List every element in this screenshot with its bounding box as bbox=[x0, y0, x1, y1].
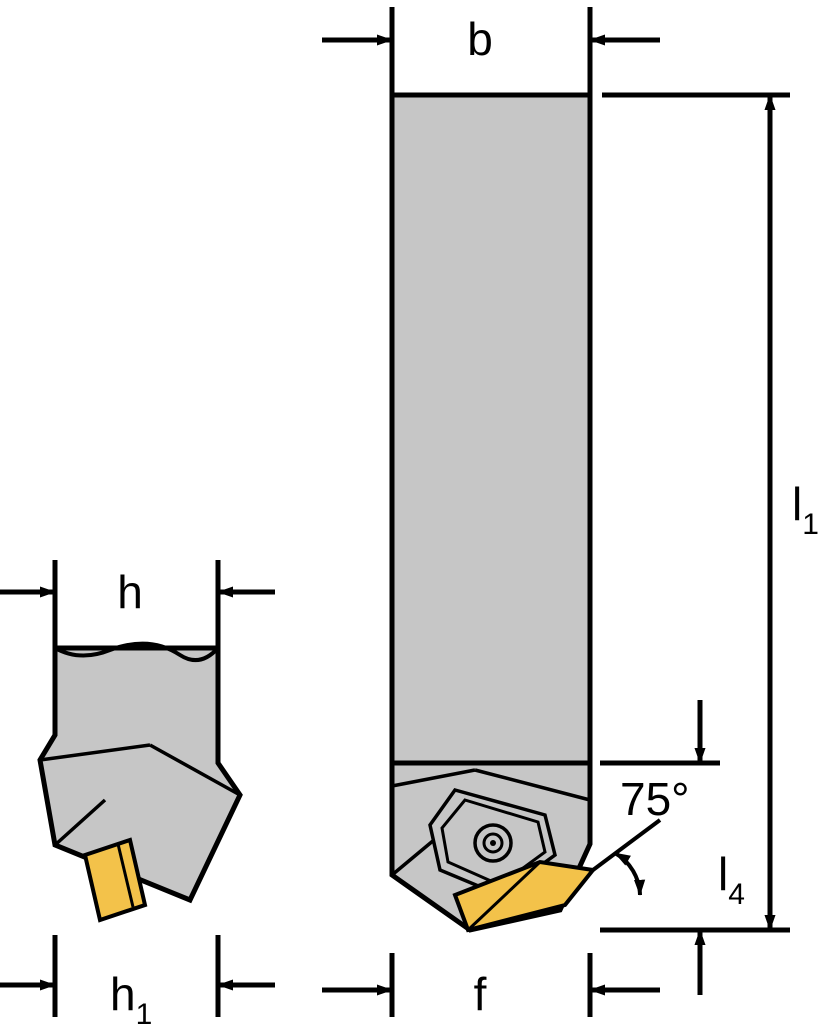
head-assembly bbox=[392, 763, 593, 930]
label-h1: h1 bbox=[110, 968, 152, 1024]
technical-drawing: b l1 l4 bbox=[0, 0, 831, 1024]
top-view: b l1 l4 bbox=[322, 7, 819, 1020]
shank-body bbox=[392, 95, 590, 763]
label-h: h bbox=[117, 566, 143, 618]
angle-arc bbox=[615, 853, 640, 895]
label-l1: l1 bbox=[792, 478, 819, 541]
side-body bbox=[40, 648, 240, 900]
label-b: b bbox=[467, 13, 493, 65]
label-angle: 75° bbox=[620, 773, 690, 825]
label-l4: l4 bbox=[718, 848, 745, 911]
clamp-screw-dot bbox=[490, 840, 496, 846]
label-f: f bbox=[474, 968, 487, 1020]
side-view: h h1 bbox=[0, 560, 275, 1024]
